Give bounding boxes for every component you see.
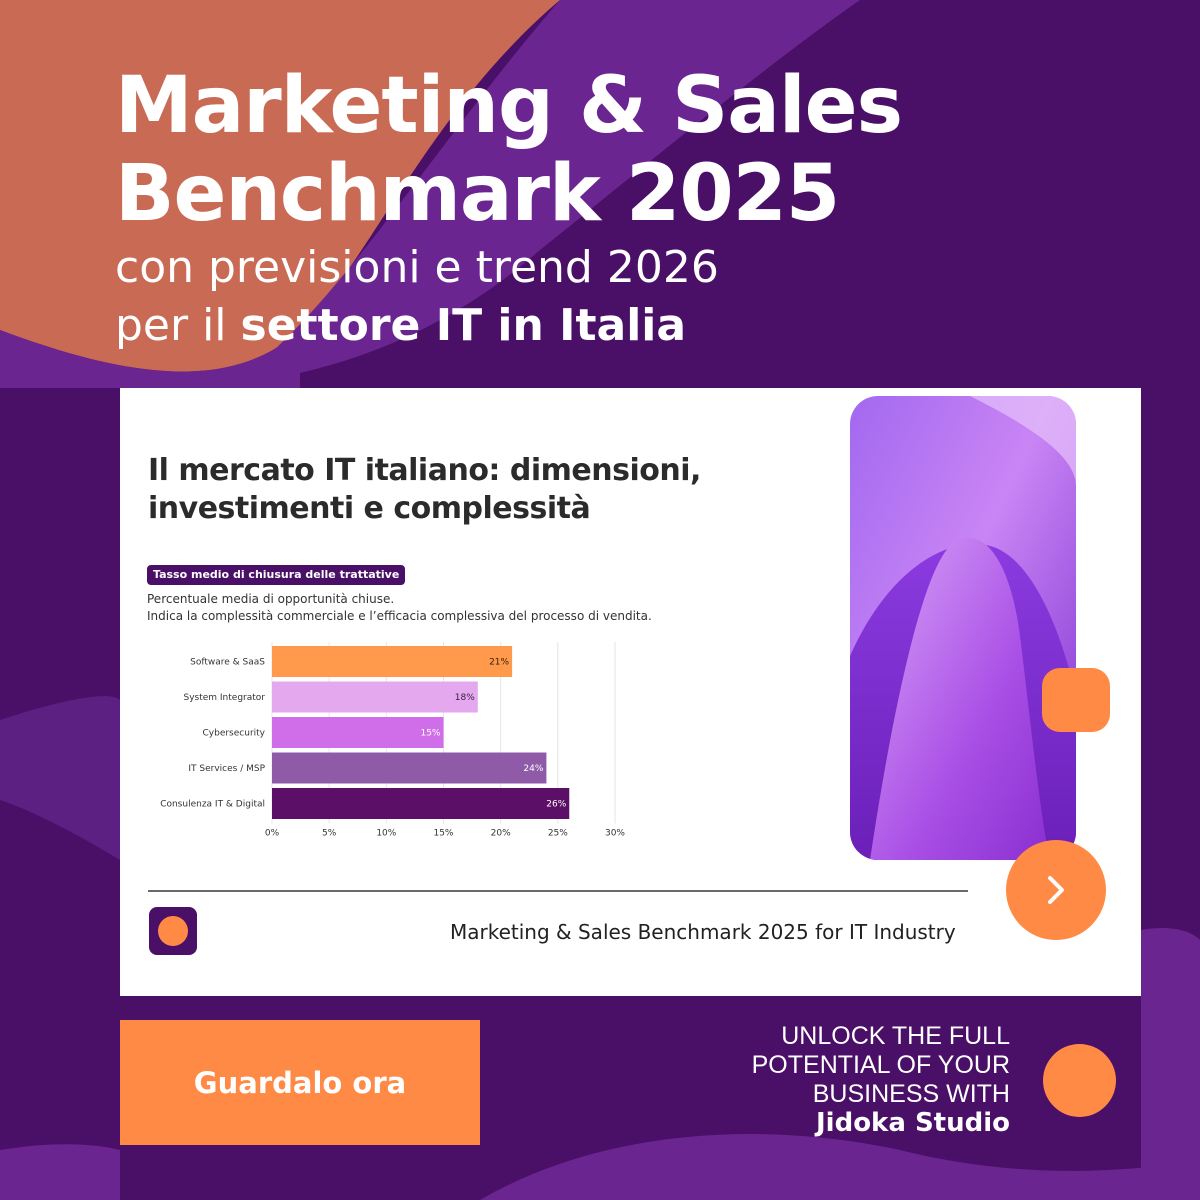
bar-value-label: 26% [546, 800, 566, 810]
chart-description: Percentuale media di opportunità chiuse.… [147, 591, 652, 625]
bar-value-label: 24% [523, 764, 543, 774]
brand-logo [1020, 1020, 1140, 1140]
bar [272, 788, 570, 819]
bar-value-label: 18% [455, 693, 475, 703]
promo-line2: POTENTIAL OF YOUR [751, 1051, 1010, 1079]
x-tick-label: 20% [491, 829, 511, 839]
headline-title-line1: Marketing & Sales [115, 61, 903, 151]
headline-subtitle-line2: per il settore IT in Italia [115, 298, 902, 354]
decorative-orange-tab [1042, 668, 1110, 732]
slide-preview-card[interactable]: Il mercato IT italiano: dimensioni, inve… [120, 388, 1141, 996]
chevron-right-icon [1048, 876, 1064, 904]
x-tick-label: 30% [605, 829, 625, 839]
chart-description-line1: Percentuale media di opportunità chiuse. [147, 592, 395, 606]
category-label: System Integrator [183, 693, 265, 703]
bar [272, 646, 513, 677]
brand-name: Jidoka Studio [816, 1108, 1010, 1138]
x-tick-label: 10% [376, 829, 396, 839]
footer-caption: Marketing & Sales Benchmark 2025 for IT … [450, 920, 956, 944]
bar-value-label: 15% [420, 729, 440, 739]
headline-subtitle-line1: con previsioni e trend 2026 [115, 242, 719, 293]
category-label: Software & SaaS [190, 658, 265, 668]
bar [272, 717, 444, 748]
x-tick-label: 15% [433, 829, 453, 839]
bar-chart: 0% 5% 10% 15% 20% 25% 30% Software & SaaS 21% Sys… [160, 642, 625, 839]
promo-text: UNLOCK THE FULL POTENTIAL OF YOUR BUSINE… [752, 1022, 1010, 1138]
footer-logo [149, 907, 197, 955]
x-tick-label: 5% [322, 829, 337, 839]
subtitle-highlight: settore IT in Italia [240, 300, 687, 351]
slide-title: Il mercato IT italiano: dimensioni, inve… [148, 453, 701, 526]
subtitle-prefix: per il [115, 300, 241, 351]
next-slide-button[interactable] [1006, 840, 1106, 940]
watch-now-button[interactable]: Guardalo ora [120, 1020, 480, 1145]
brand-logo-circle [1043, 1044, 1116, 1117]
promo-line1: UNLOCK THE FULL [781, 1022, 1010, 1050]
bar-value-label: 21% [489, 658, 509, 668]
decorative-3d-image [850, 396, 1076, 860]
category-label: IT Services / MSP [188, 764, 265, 774]
chart-description-line2: Indica la complessità commerciale e l’ef… [147, 609, 652, 623]
promo-line3: BUSINESS WITH [812, 1080, 1010, 1108]
divider [148, 890, 968, 892]
x-tick-label: 0% [265, 829, 280, 839]
bar [272, 752, 547, 784]
category-label: Cybersecurity [203, 729, 266, 739]
x-tick-label: 25% [548, 829, 568, 839]
bar [272, 681, 478, 713]
footer-logo-circle [158, 916, 188, 946]
headline: Marketing & Sales Benchmark 2025 con pre… [115, 61, 903, 354]
chart-tag: Tasso medio di chiusura delle trattative [147, 565, 406, 585]
headline-title-line2: Benchmark 2025 [115, 149, 840, 239]
category-label: Consulenza IT & Digital [160, 800, 265, 810]
